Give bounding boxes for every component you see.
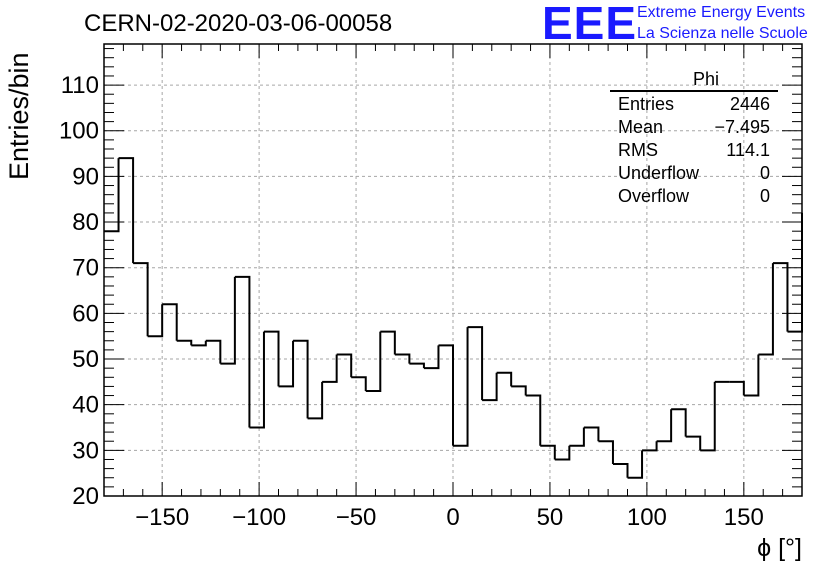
- histogram-bin: [467, 326, 484, 401]
- histogram-bin: [598, 440, 614, 465]
- stats-value: −7.495: [714, 117, 770, 137]
- histogram-bin: [293, 339, 309, 419]
- histogram-bin: [671, 408, 687, 437]
- histogram-bin: [162, 303, 178, 341]
- histogram-bin: [249, 331, 265, 429]
- histogram-bin: [554, 445, 571, 461]
- histogram-bin: [380, 330, 396, 355]
- histogram-bin: [263, 330, 280, 387]
- histogram-bin: [453, 327, 469, 447]
- stats-row-entries: Entries 2446: [610, 93, 778, 116]
- histogram-bin: [438, 344, 454, 446]
- histogram-bin: [642, 441, 658, 452]
- y-tick-label: 100: [59, 118, 99, 145]
- stats-label: Entries: [618, 94, 675, 114]
- stats-value: 0: [759, 186, 770, 206]
- histogram-bin: [205, 339, 222, 364]
- stats-row-rms: RMS 114.1: [610, 139, 778, 162]
- histogram-bin: [278, 340, 295, 388]
- chart-title: CERN-02-2020-03-06-00058: [84, 10, 393, 37]
- eee-logo: EEE: [542, 0, 638, 49]
- y-tick-label: 60: [72, 300, 99, 327]
- stats-row-mean: Mean −7.495: [610, 116, 778, 139]
- y-tick-label: 70: [72, 255, 99, 282]
- y-tick-label: 110: [61, 72, 99, 99]
- stats-label: Overflow: [618, 186, 690, 206]
- histogram-bin: [409, 362, 425, 369]
- histogram-bin: [191, 340, 207, 347]
- histogram-bin: [583, 426, 600, 442]
- stats-label: Mean: [618, 117, 664, 137]
- x-tick-label: −50: [336, 504, 377, 531]
- histogram-bin: [234, 275, 251, 428]
- x-axis-label: ϕ [°]: [757, 534, 802, 562]
- histogram-bin: [729, 380, 745, 396]
- x-tick-label: 150: [724, 504, 764, 531]
- histogram-bin: [118, 157, 135, 264]
- histogram-bin: [627, 450, 644, 479]
- histogram-bin: [423, 345, 440, 370]
- histogram-bin: [220, 276, 236, 365]
- histogram-bin: [496, 371, 513, 387]
- y-tick-label: 20: [72, 483, 99, 510]
- x-tick-label: 50: [537, 504, 564, 531]
- histogram-bin: [569, 427, 585, 447]
- histogram-bin: [758, 263, 774, 356]
- x-tick-label: 100: [627, 504, 667, 531]
- stats-box: Phi Entries 2446 Mean −7.495 RMS 114.1 U…: [610, 68, 778, 208]
- histogram-bin: [307, 381, 324, 420]
- stats-label: Underflow: [618, 163, 700, 183]
- histogram-bin: [772, 262, 789, 332]
- y-axis-label: Entries/bin: [4, 52, 34, 180]
- histogram-bin: [540, 444, 556, 460]
- stats-label: RMS: [618, 140, 658, 160]
- histogram-bin: [743, 354, 760, 397]
- stats-value: 2446: [729, 94, 770, 114]
- histogram-bin: [482, 372, 498, 402]
- logo-text-line1: Extreme Energy Events: [637, 4, 806, 21]
- histogram-bin: [700, 381, 716, 452]
- x-tick-label: −150: [135, 504, 189, 531]
- x-tick-label: 0: [446, 504, 459, 531]
- histogram-bin: [394, 353, 411, 364]
- stats-row-underflow: Underflow 0: [610, 162, 778, 185]
- y-tick-label: 80: [72, 209, 99, 236]
- y-tick-label: 30: [72, 437, 99, 464]
- stats-row-overflow: Overflow 0: [610, 185, 778, 208]
- histogram-bin: [351, 376, 367, 391]
- logo-text-line2: La Scienza nelle Scuole: [637, 25, 808, 42]
- histogram-bin: [176, 339, 193, 346]
- histogram-bin: [322, 354, 338, 383]
- histogram-bin: [147, 304, 164, 338]
- histogram-bin: [525, 394, 542, 446]
- histogram-bin: [365, 331, 382, 392]
- histogram-bin: [133, 262, 149, 337]
- stats-value: 114.1: [726, 140, 770, 160]
- histogram-bin: [336, 353, 353, 378]
- histogram-bin: [612, 463, 629, 478]
- stats-title: Phi: [692, 69, 719, 89]
- histogram-bin: [511, 385, 527, 396]
- stats-divider: [610, 90, 778, 92]
- stats-value: 0: [759, 163, 770, 183]
- histogram-bin: [656, 409, 673, 443]
- y-tick-label: 40: [72, 392, 99, 419]
- y-tick-label: 90: [72, 163, 99, 190]
- x-tick-label: −100: [232, 504, 286, 531]
- y-tick-label: 50: [72, 346, 99, 373]
- histogram-bin: [685, 435, 702, 451]
